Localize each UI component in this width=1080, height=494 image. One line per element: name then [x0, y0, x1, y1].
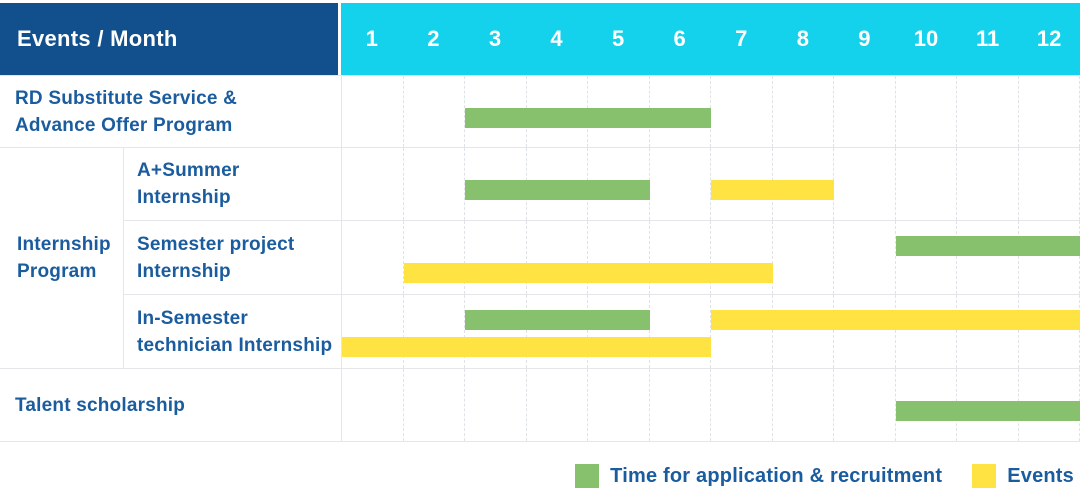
month-grid-cell	[650, 369, 711, 441]
legend-label-application-recruitment: Time for application & recruitment	[610, 464, 943, 487]
month-grid-cell	[957, 221, 1019, 294]
gantt-bar-green	[895, 236, 1080, 256]
month-header-cell: 9	[858, 26, 871, 51]
month-grid-cell	[527, 369, 588, 441]
gantt-track-rd-substitute	[341, 76, 1080, 148]
month-grid-cell	[650, 148, 711, 220]
month-grid-cell	[650, 295, 711, 368]
month-grid-cell	[342, 221, 404, 294]
month-grid-cell	[404, 221, 465, 294]
header-divider	[338, 3, 341, 75]
group-label-internship-program: Internship Program	[0, 148, 124, 369]
month-grid-cell	[465, 221, 527, 294]
month-grid-cell	[342, 369, 404, 441]
gantt-table-body: RD Substitute Service & Advance Offer Pr…	[0, 75, 1080, 442]
month-grid-cell	[834, 148, 896, 220]
month-grid-cell	[957, 295, 1019, 368]
month-grid-cell	[465, 295, 527, 368]
month-grid-cell	[957, 148, 1019, 220]
month-grid-cell	[404, 295, 465, 368]
month-grid-cell	[588, 221, 650, 294]
month-grid-cell	[1019, 221, 1080, 294]
month-grid-cell	[404, 148, 465, 220]
month-grid-cell	[896, 221, 957, 294]
month-header-cell: 4	[550, 26, 563, 51]
month-header-cell: 5	[611, 26, 625, 51]
month-grid-cell	[527, 221, 588, 294]
month-grid-cell	[711, 76, 773, 147]
month-grid-cell	[650, 221, 711, 294]
month-grid-cell	[342, 148, 404, 220]
month-grid-cell	[342, 295, 404, 368]
gantt-track-talent-scholarship	[341, 369, 1080, 442]
month-grid-cell	[834, 221, 896, 294]
month-grid-cell	[773, 76, 834, 147]
row-label-talent-scholarship: Talent scholarship	[0, 369, 341, 442]
month-grid-cell	[588, 369, 650, 441]
month-header-cell: 10	[913, 26, 939, 51]
month-grid-cell	[527, 295, 588, 368]
month-grid-cell	[465, 369, 527, 441]
month-grid-cell	[342, 76, 404, 147]
gantt-bar-yellow	[403, 263, 773, 283]
month-grid-cell	[711, 221, 773, 294]
gantt-bar-green	[465, 310, 650, 330]
month-header-cell: 12	[1036, 26, 1062, 51]
month-grid-cell	[834, 76, 896, 147]
row-label-in-semester-technician: In-Semester technician Internship	[124, 295, 341, 369]
legend-item-events: Events	[972, 464, 1074, 488]
legend-label-events: Events	[1007, 464, 1074, 487]
gantt-track-in-semester-technician	[341, 295, 1080, 369]
row-label-rd-substitute: RD Substitute Service & Advance Offer Pr…	[0, 76, 341, 148]
green-swatch-icon	[575, 464, 600, 488]
gantt-bar-yellow	[342, 337, 711, 357]
month-grid-cell	[1019, 76, 1080, 147]
row-label-a-plus-summer: A+Summer Internship	[124, 148, 341, 221]
month-grid-cell	[773, 295, 834, 368]
month-header-cell: 1	[365, 26, 378, 51]
month-header-cell: 3	[488, 26, 502, 51]
gantt-track-a-plus-summer	[341, 148, 1080, 221]
month-grid-cell	[957, 76, 1019, 147]
gantt-bar-green	[895, 401, 1080, 421]
gantt-bar-yellow	[711, 310, 1080, 330]
month-header-cell: 11	[975, 26, 1000, 51]
month-grid-cell	[404, 369, 465, 441]
legend-item-application-recruitment: Time for application & recruitment	[575, 464, 942, 488]
yellow-swatch-icon	[972, 464, 997, 488]
month-header-cell: 8	[796, 26, 809, 51]
month-grid-cell	[834, 295, 896, 368]
gantt-bar-green	[465, 180, 650, 200]
month-grid-cell	[834, 369, 896, 441]
month-grid-cell	[404, 76, 465, 147]
month-grid-cell	[1019, 295, 1080, 368]
gantt-bar-yellow	[711, 180, 834, 200]
month-grid-cell	[1019, 148, 1080, 220]
month-grid-cell	[711, 369, 773, 441]
legend: Time for application & recruitment Event…	[575, 464, 1074, 488]
month-grid-cell	[773, 369, 834, 441]
month-grid-cell	[896, 295, 957, 368]
month-grid-cell	[588, 295, 650, 368]
month-grid-cell	[896, 76, 957, 147]
gantt-bar-green	[465, 108, 711, 128]
month-header-cell: 2	[427, 26, 440, 51]
header-events-month-cell: Events / Month	[0, 3, 338, 75]
month-header-strip: 1 2 3 4 5 6 7 8 9 10 11 12	[341, 3, 1080, 75]
month-header-cell: 7	[735, 26, 748, 51]
month-header-cell: 6	[673, 26, 686, 51]
month-grid-cell	[773, 221, 834, 294]
month-grid-cell	[896, 148, 957, 220]
row-label-semester-project: Semester project Internship	[124, 221, 341, 295]
table-header-row: Events / Month 1 2 3 4 5 6 7 8 9 10 11 12	[0, 3, 1080, 75]
gantt-track-semester-project	[341, 221, 1080, 295]
month-grid-cell	[711, 295, 773, 368]
